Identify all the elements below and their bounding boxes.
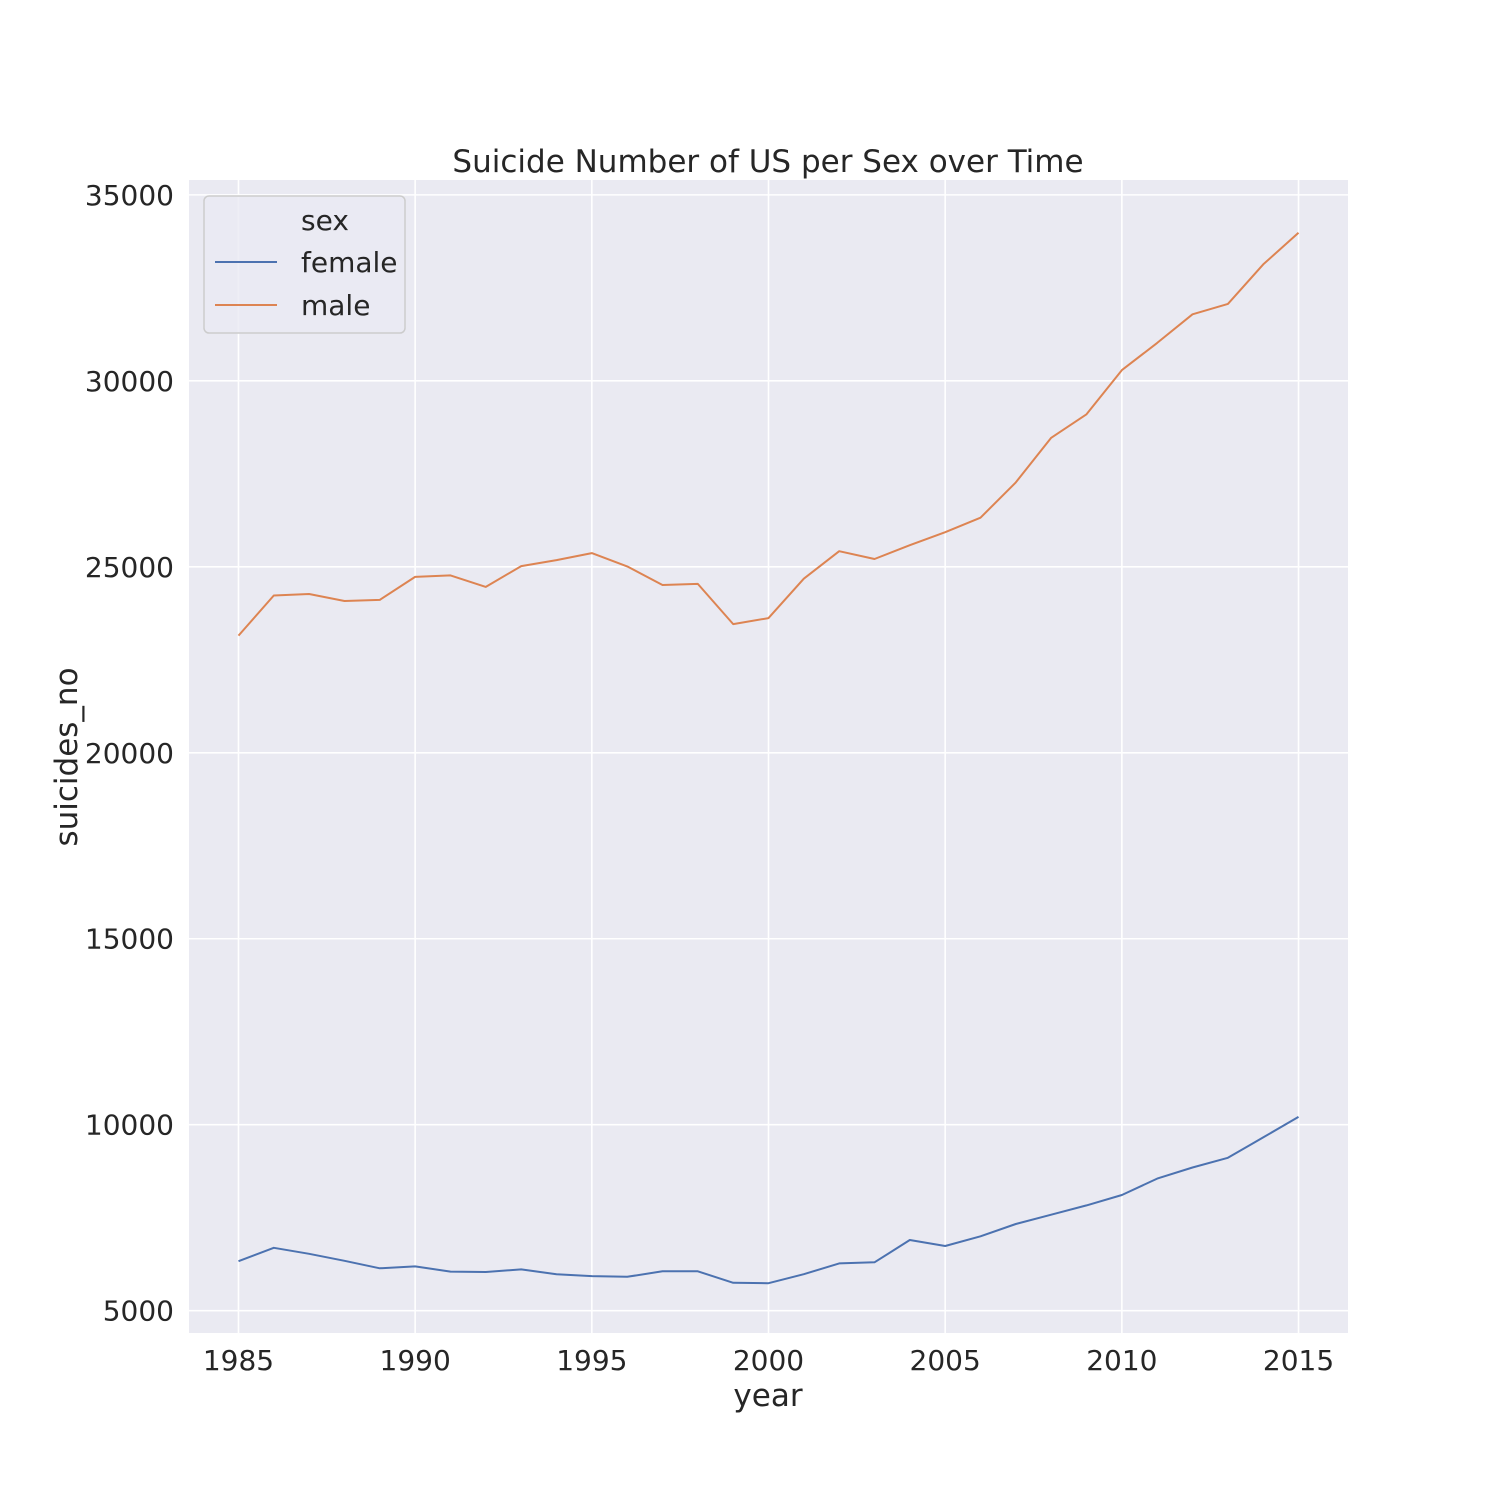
y-tick-label: 20000 — [85, 737, 174, 770]
x-tick-label: 2010 — [1086, 1344, 1157, 1377]
x-tick-label: 1985 — [203, 1344, 274, 1377]
series-lines — [237, 232, 1300, 1285]
x-tick-label: 1990 — [380, 1344, 451, 1377]
y-tick-label: 10000 — [85, 1109, 174, 1142]
y-tick-label: 15000 — [85, 923, 174, 956]
y-axis-label: suicides_no — [49, 667, 85, 846]
x-tick-label: 2005 — [910, 1344, 981, 1377]
grid-lines — [189, 180, 1348, 1333]
legend-label-male: male — [301, 289, 370, 322]
series-line-female — [238, 1116, 1300, 1285]
chart-title: Suicide Number of US per Sex over Time — [452, 144, 1083, 180]
y-tick-label: 5000 — [103, 1295, 174, 1328]
y-tick-label: 25000 — [85, 551, 174, 584]
y-tick-labels: 5000 10000 15000 20000 25000 30000 35000 — [85, 179, 174, 1328]
legend-box — [203, 195, 406, 334]
legend-title: sex — [301, 204, 349, 237]
x-axis-label: year — [733, 1378, 802, 1414]
y-tick-label: 35000 — [85, 179, 174, 212]
x-tick-label: 2000 — [733, 1344, 804, 1377]
legend: sex female male — [203, 195, 406, 334]
series-line-male — [237, 232, 1300, 637]
x-tick-label: 2015 — [1263, 1344, 1334, 1377]
y-tick-label: 30000 — [85, 365, 174, 398]
x-tick-label: 1995 — [556, 1344, 627, 1377]
x-tick-labels: 1985 1990 1995 2000 2005 2010 2015 — [203, 1344, 1334, 1377]
legend-label-female: female — [301, 246, 398, 279]
